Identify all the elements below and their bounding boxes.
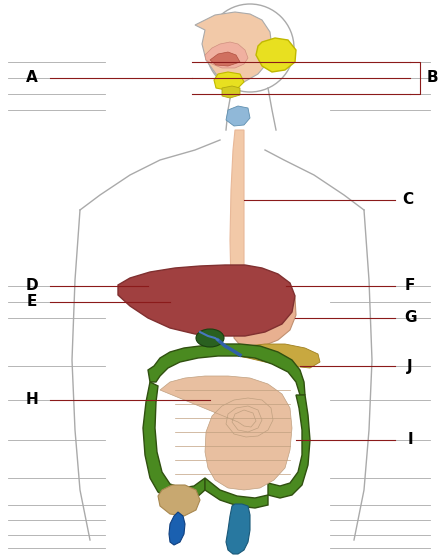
Polygon shape — [205, 42, 248, 68]
Polygon shape — [238, 344, 320, 368]
Polygon shape — [214, 72, 244, 90]
Text: J: J — [407, 358, 413, 373]
Text: E: E — [27, 295, 37, 310]
Text: A: A — [26, 70, 38, 85]
Text: G: G — [404, 310, 416, 325]
Polygon shape — [118, 265, 295, 336]
Text: I: I — [407, 432, 413, 448]
Polygon shape — [234, 268, 296, 348]
Polygon shape — [143, 382, 205, 502]
Text: H: H — [26, 392, 38, 407]
Polygon shape — [210, 52, 240, 66]
Ellipse shape — [196, 329, 224, 347]
Text: B: B — [426, 70, 438, 85]
Polygon shape — [205, 478, 268, 508]
Polygon shape — [230, 130, 244, 310]
Polygon shape — [158, 485, 200, 516]
Text: F: F — [405, 278, 415, 294]
Polygon shape — [256, 38, 296, 72]
Text: C: C — [402, 193, 413, 208]
Polygon shape — [268, 395, 310, 498]
Polygon shape — [226, 504, 250, 554]
Polygon shape — [226, 106, 250, 126]
Polygon shape — [195, 12, 272, 82]
Text: D: D — [26, 278, 38, 294]
Polygon shape — [160, 376, 292, 490]
Polygon shape — [169, 512, 185, 545]
Polygon shape — [222, 86, 240, 98]
Polygon shape — [148, 344, 305, 395]
